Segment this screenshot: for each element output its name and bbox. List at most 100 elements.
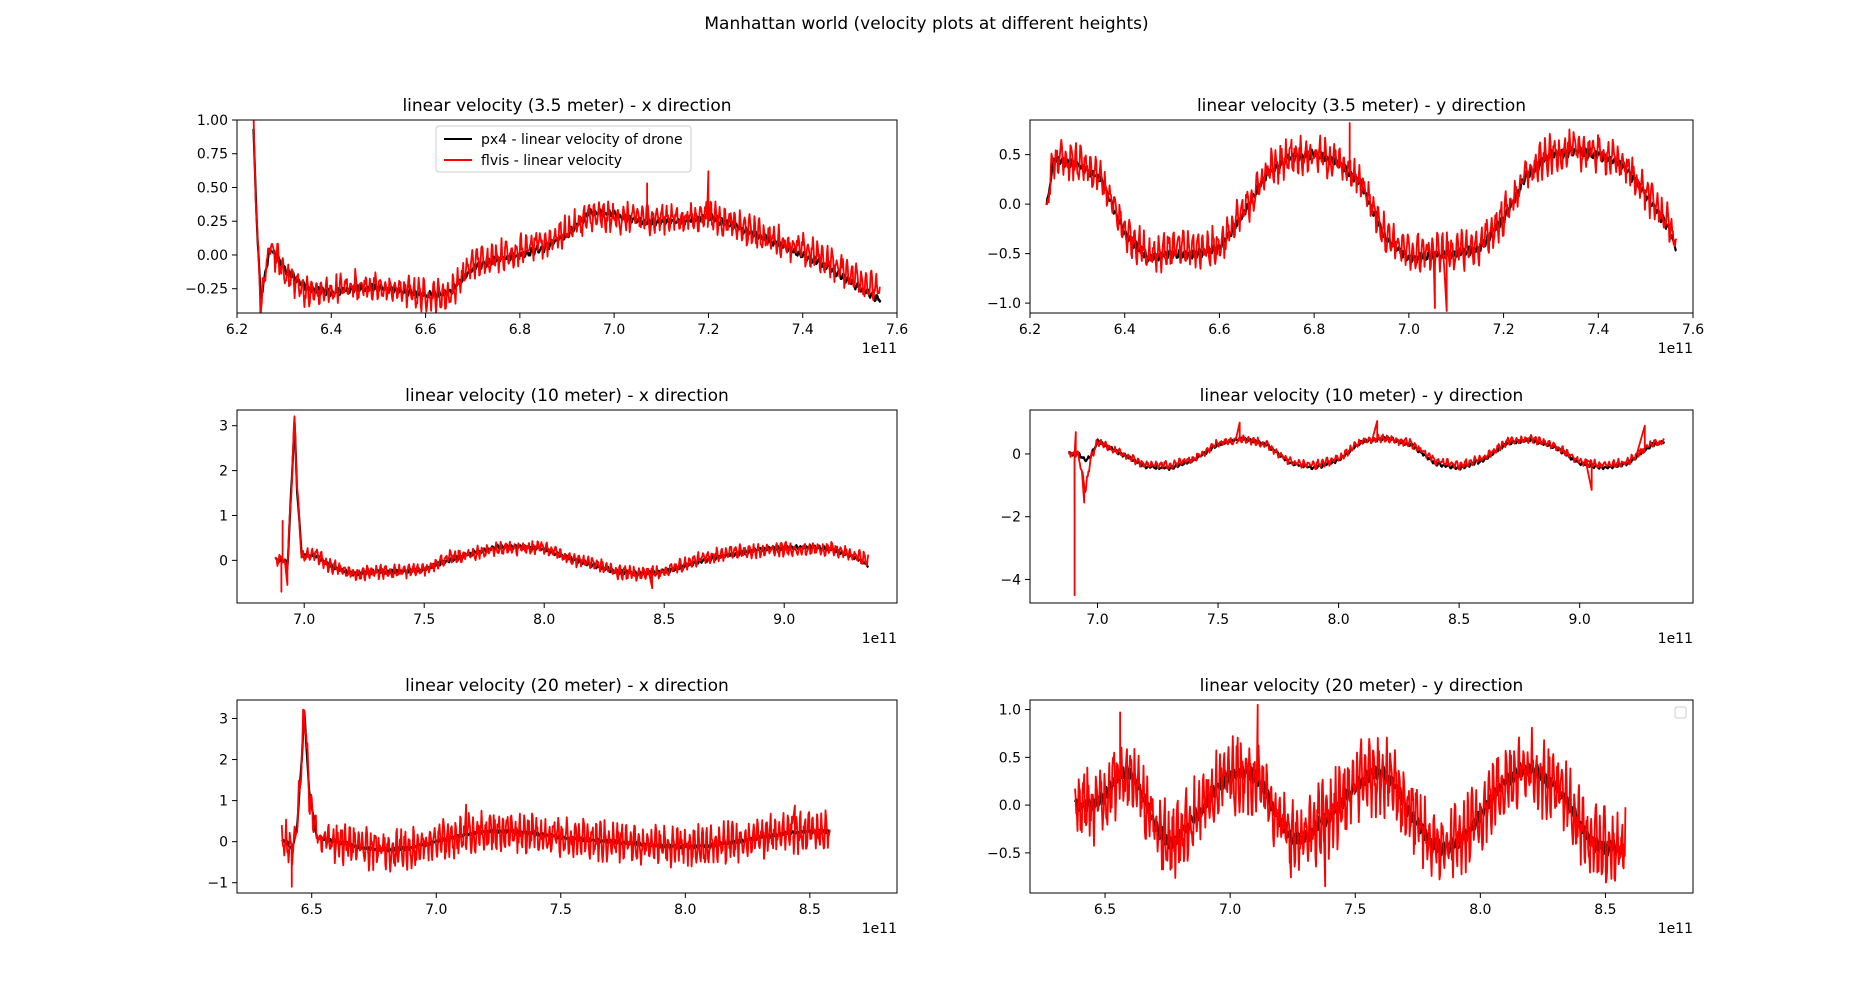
axes-frame — [236, 409, 898, 604]
axes-frame — [1029, 119, 1694, 314]
x-tick-label: 6.4 — [1114, 322, 1136, 338]
y-tick-label: 0 — [219, 553, 228, 569]
x-tick-label: 8.5 — [653, 612, 675, 628]
axes-frame — [236, 119, 898, 314]
x-tick-label: 6.6 — [1208, 322, 1230, 338]
y-tick-label: −1.0 — [987, 296, 1021, 312]
series-line-flvis — [1074, 703, 1627, 888]
y-tick-label: 0.5 — [999, 750, 1021, 766]
x-tick-label: 8.0 — [1469, 902, 1491, 918]
y-tick-label: −2 — [1000, 510, 1021, 526]
y-tick-label: 0 — [219, 835, 228, 851]
x-tick-label: 7.2 — [697, 322, 719, 338]
series-line-flvis — [1067, 420, 1665, 597]
x-tick-label: 7.0 — [1086, 612, 1108, 628]
x-tick-label: 7.5 — [413, 612, 435, 628]
legend-box-empty — [1674, 706, 1687, 719]
x-offset-label: 1e11 — [862, 631, 897, 647]
x-tick-label: 8.0 — [674, 902, 696, 918]
y-tick-label: 0.50 — [197, 180, 228, 196]
x-tick-label: 8.5 — [1594, 902, 1616, 918]
x-offset-label: 1e11 — [1658, 921, 1693, 937]
x-tick-label: 7.2 — [1492, 322, 1514, 338]
plot-area — [1073, 703, 1627, 888]
plot-area — [280, 708, 831, 888]
plot-area — [274, 415, 870, 593]
y-tick-label: 0.00 — [197, 248, 228, 264]
legend-entry: px4 - linear velocity of drone — [481, 132, 683, 148]
x-tick-label: 7.6 — [886, 322, 908, 338]
x-offset-label: 1e11 — [1658, 341, 1693, 357]
series-line-flvis — [274, 415, 870, 593]
series-line-flvis — [252, 120, 881, 313]
x-tick-label: 6.5 — [1094, 902, 1116, 918]
y-tick-label: 0.5 — [999, 148, 1021, 164]
x-tick-label: 7.4 — [792, 322, 814, 338]
chart-title: linear velocity (3.5 meter) - y directio… — [1197, 96, 1526, 116]
figure-suptitle: Manhattan world (velocity plots at diffe… — [704, 14, 1149, 34]
y-tick-label: 1 — [219, 508, 228, 524]
plot-area — [1045, 122, 1678, 312]
x-tick-label: 6.5 — [301, 902, 323, 918]
plot-area — [1067, 420, 1666, 597]
x-tick-label: 7.0 — [293, 612, 315, 628]
chart-2: linear velocity (3.5 meter) - y directio… — [987, 96, 1704, 357]
chart-title: linear velocity (10 meter) - x direction — [405, 386, 729, 406]
axes-frame — [1029, 699, 1694, 894]
x-tick-label: 7.5 — [550, 902, 572, 918]
x-offset-label: 1e11 — [1658, 631, 1693, 647]
series-line-flvis — [280, 708, 831, 888]
plot-area — [252, 120, 882, 313]
x-tick-label: 6.4 — [320, 322, 342, 338]
y-tick-label: −0.5 — [987, 846, 1021, 862]
y-tick-label: 0.0 — [999, 197, 1021, 213]
x-tick-label: 7.6 — [1682, 322, 1704, 338]
y-tick-label: 2 — [219, 753, 228, 769]
chart-title: linear velocity (20 meter) - y direction — [1200, 676, 1524, 696]
chart-title: linear velocity (20 meter) - x direction — [405, 676, 729, 696]
chart-1: linear velocity (3.5 meter) - x directio… — [185, 96, 908, 357]
y-tick-label: 3 — [219, 711, 228, 727]
y-tick-label: −1 — [207, 876, 228, 892]
x-tick-label: 9.0 — [1569, 612, 1591, 628]
x-tick-label: 7.0 — [1219, 902, 1241, 918]
y-tick-label: 3 — [219, 419, 228, 435]
series-line-flvis — [1045, 122, 1678, 312]
axes-frame — [1029, 409, 1694, 604]
x-tick-label: 8.0 — [533, 612, 555, 628]
x-tick-label: 7.0 — [603, 322, 625, 338]
y-tick-label: 0.75 — [197, 147, 228, 163]
chart-6: linear velocity (20 meter) - y direction… — [987, 676, 1694, 937]
x-tick-label: 6.8 — [509, 322, 531, 338]
x-tick-label: 7.4 — [1587, 322, 1609, 338]
x-tick-label: 8.5 — [799, 902, 821, 918]
chart-5: linear velocity (20 meter) - x direction… — [207, 676, 898, 937]
chart-4: linear velocity (10 meter) - y direction… — [1000, 386, 1694, 647]
y-tick-label: 0 — [1012, 447, 1021, 463]
x-tick-label: 6.8 — [1303, 322, 1325, 338]
y-tick-label: 1.0 — [999, 703, 1021, 719]
x-tick-label: 9.0 — [773, 612, 795, 628]
chart-3: linear velocity (10 meter) - x direction… — [219, 386, 898, 647]
x-tick-label: 6.2 — [1019, 322, 1041, 338]
legend-box — [435, 125, 692, 173]
y-tick-label: 0.0 — [999, 798, 1021, 814]
x-offset-label: 1e11 — [862, 921, 897, 937]
series-line-px4 — [281, 710, 831, 853]
x-tick-label: 8.0 — [1327, 612, 1349, 628]
legend: px4 - linear velocity of drone flvis - li… — [435, 125, 692, 173]
chart-title: linear velocity (10 meter) - y direction — [1200, 386, 1524, 406]
x-tick-label: 6.6 — [414, 322, 436, 338]
y-tick-label: −0.5 — [987, 247, 1021, 263]
y-tick-label: −4 — [1000, 572, 1021, 588]
x-tick-label: 7.0 — [425, 902, 447, 918]
y-tick-label: 1 — [219, 794, 228, 810]
x-offset-label: 1e11 — [862, 341, 897, 357]
y-tick-label: 1.00 — [197, 113, 228, 129]
x-tick-label: 7.0 — [1398, 322, 1420, 338]
x-tick-label: 7.5 — [1344, 902, 1366, 918]
axes-frame — [236, 699, 898, 894]
y-tick-label: 0.25 — [197, 214, 228, 230]
x-tick-label: 6.2 — [226, 322, 248, 338]
